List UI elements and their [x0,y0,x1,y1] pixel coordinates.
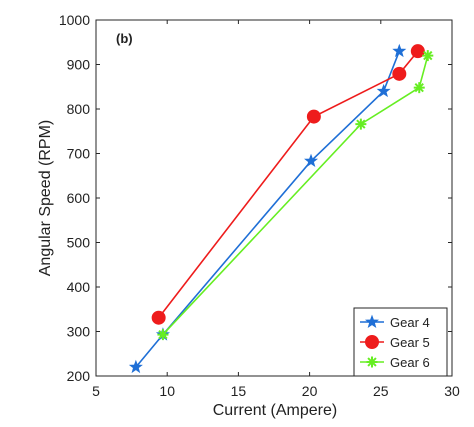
x-axis: 5 10 15 20 25 30 [92,20,460,399]
series-gear-5 [151,44,425,325]
x-tick-label: 10 [159,383,175,399]
y-axis-label: Angular Speed (RPM) [37,120,54,277]
x-tick-label: 30 [444,383,460,399]
legend: Gear 4 Gear 5 Gear 6 [353,307,448,377]
series-gear-6 [157,50,434,341]
legend-item-gear-5: Gear 5 [360,335,430,350]
data-point-gear-4 [304,153,319,168]
series-line-gear-5 [158,50,419,319]
data-point-gear-6 [157,329,169,341]
y-tick-label: 1000 [59,12,90,28]
y-tick-label: 400 [67,279,91,295]
y-tick-label: 800 [67,101,91,117]
data-point-gear-6 [422,50,434,62]
x-tick-label: 25 [373,383,389,399]
legend-label: Gear 6 [390,355,430,370]
legend-item-gear-4: Gear 4 [360,314,430,330]
series-layer [128,43,434,374]
legend-marker-gear-4 [364,314,380,328]
y-tick-label: 700 [67,146,91,162]
legend-label: Gear 4 [390,315,430,330]
legend-marker-gear-6 [366,356,378,368]
y-tick-label: 600 [67,190,91,206]
legend-label: Gear 5 [390,335,430,350]
data-point-gear-5 [306,109,321,124]
legend-marker-gear-5 [365,335,379,349]
y-tick-label: 900 [67,57,91,73]
x-tick-label: 15 [231,383,247,399]
y-tick-label: 500 [67,235,91,251]
panel-label: (b) [116,31,133,46]
data-point-gear-6 [355,118,367,130]
x-axis-label: Current (Ampere) [213,402,337,419]
data-point-gear-6 [413,82,425,94]
y-tick-label: 300 [67,324,91,340]
x-tick-label: 5 [92,383,100,399]
y-tick-label: 200 [67,368,91,384]
data-point-gear-5 [151,310,166,325]
y-axis: 200 300 400 500 600 700 800 900 1000 [59,12,452,384]
data-point-gear-5 [392,66,407,81]
data-point-gear-4 [376,83,391,98]
data-point-gear-4 [392,43,407,58]
data-point-gear-4 [128,359,143,374]
legend-item-gear-6: Gear 6 [360,355,430,370]
x-tick-label: 20 [302,383,318,399]
series-line-gear-6 [162,55,429,336]
